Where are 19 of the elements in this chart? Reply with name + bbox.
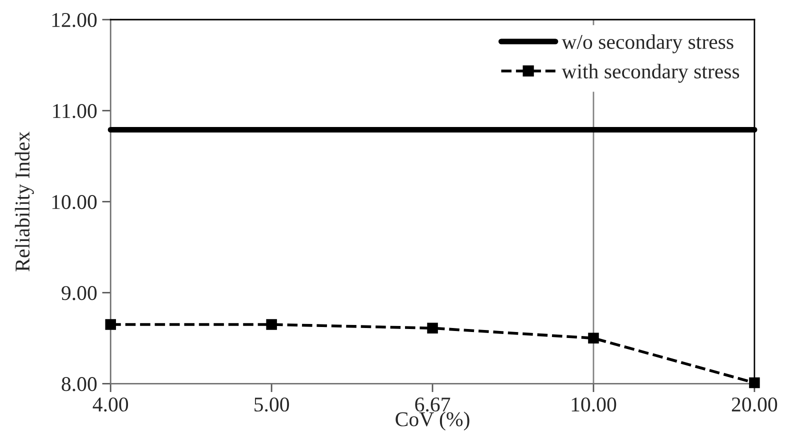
legend-label: w/o secondary stress bbox=[562, 34, 734, 54]
x-tick-label: 4.00 bbox=[92, 397, 128, 412]
legend-label: with secondary stress bbox=[562, 64, 740, 83]
y-axis-title: Reliability Index bbox=[14, 132, 34, 272]
point bbox=[266, 319, 277, 330]
y-tick-label: 12.00 bbox=[52, 12, 97, 28]
y-tick-label: 10.00 bbox=[52, 195, 97, 210]
point bbox=[588, 332, 599, 344]
x-tick-label: 5.00 bbox=[254, 397, 289, 412]
y-tick-label: 11.00 bbox=[53, 104, 97, 118]
x-tick-label: 20.00 bbox=[732, 397, 778, 412]
point bbox=[427, 322, 438, 334]
point bbox=[749, 377, 760, 388]
x-tick-label: 6.67 bbox=[415, 398, 450, 412]
y-tick-label: 9.00 bbox=[62, 286, 97, 300]
x-axis-title: CoV (%) bbox=[396, 412, 470, 430]
x-tick-label: 10.00 bbox=[572, 397, 616, 412]
y-tick-label: 8.00 bbox=[62, 377, 97, 392]
point bbox=[105, 319, 116, 330]
